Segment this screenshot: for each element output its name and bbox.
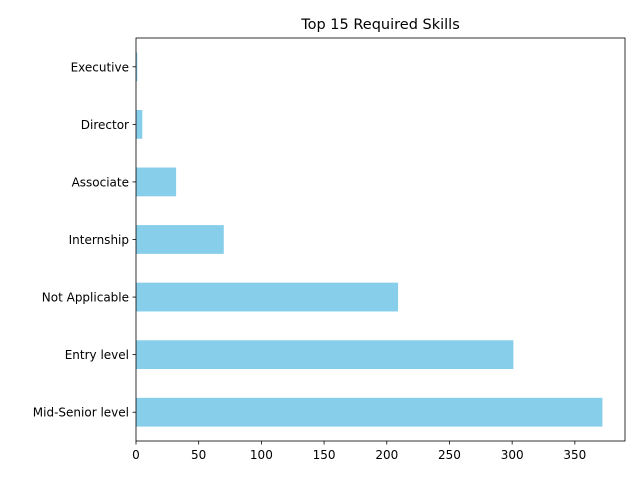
x-tick-label: 350 — [563, 448, 586, 462]
y-tick-label: Director — [81, 118, 129, 132]
x-tick-label: 300 — [501, 448, 524, 462]
bar-internship — [136, 225, 224, 254]
y-ticks-group: Mid-Senior level Entry level Not Applicabl… — [33, 60, 136, 420]
bar-entry-level — [136, 340, 514, 370]
y-tick-label: Mid-Senior level — [33, 406, 129, 420]
y-tick-label: Not Applicable — [42, 291, 129, 305]
bar-not-applicable — [136, 282, 399, 312]
x-tick-label: 250 — [438, 448, 461, 462]
bar-mid-senior-level — [136, 397, 603, 427]
x-tick-label: 50 — [191, 448, 206, 462]
x-tick-label: 100 — [250, 448, 273, 462]
bar-associate — [136, 167, 177, 197]
y-tick-label: Internship — [69, 233, 129, 247]
y-tick-label: Entry level — [65, 348, 129, 362]
x-ticks-group: 0 50 100 150 200 250 300 350 — [132, 441, 586, 462]
bar-director — [136, 109, 143, 139]
chart-title: Top 15 Required Skills — [300, 17, 460, 33]
x-tick-label: 0 — [132, 448, 140, 462]
bar-executive — [136, 52, 138, 82]
x-tick-label: 150 — [313, 448, 336, 462]
y-tick-label: Associate — [72, 175, 129, 189]
y-tick-label: Executive — [71, 60, 129, 74]
x-tick-label: 200 — [375, 448, 398, 462]
bars-group — [136, 52, 603, 427]
